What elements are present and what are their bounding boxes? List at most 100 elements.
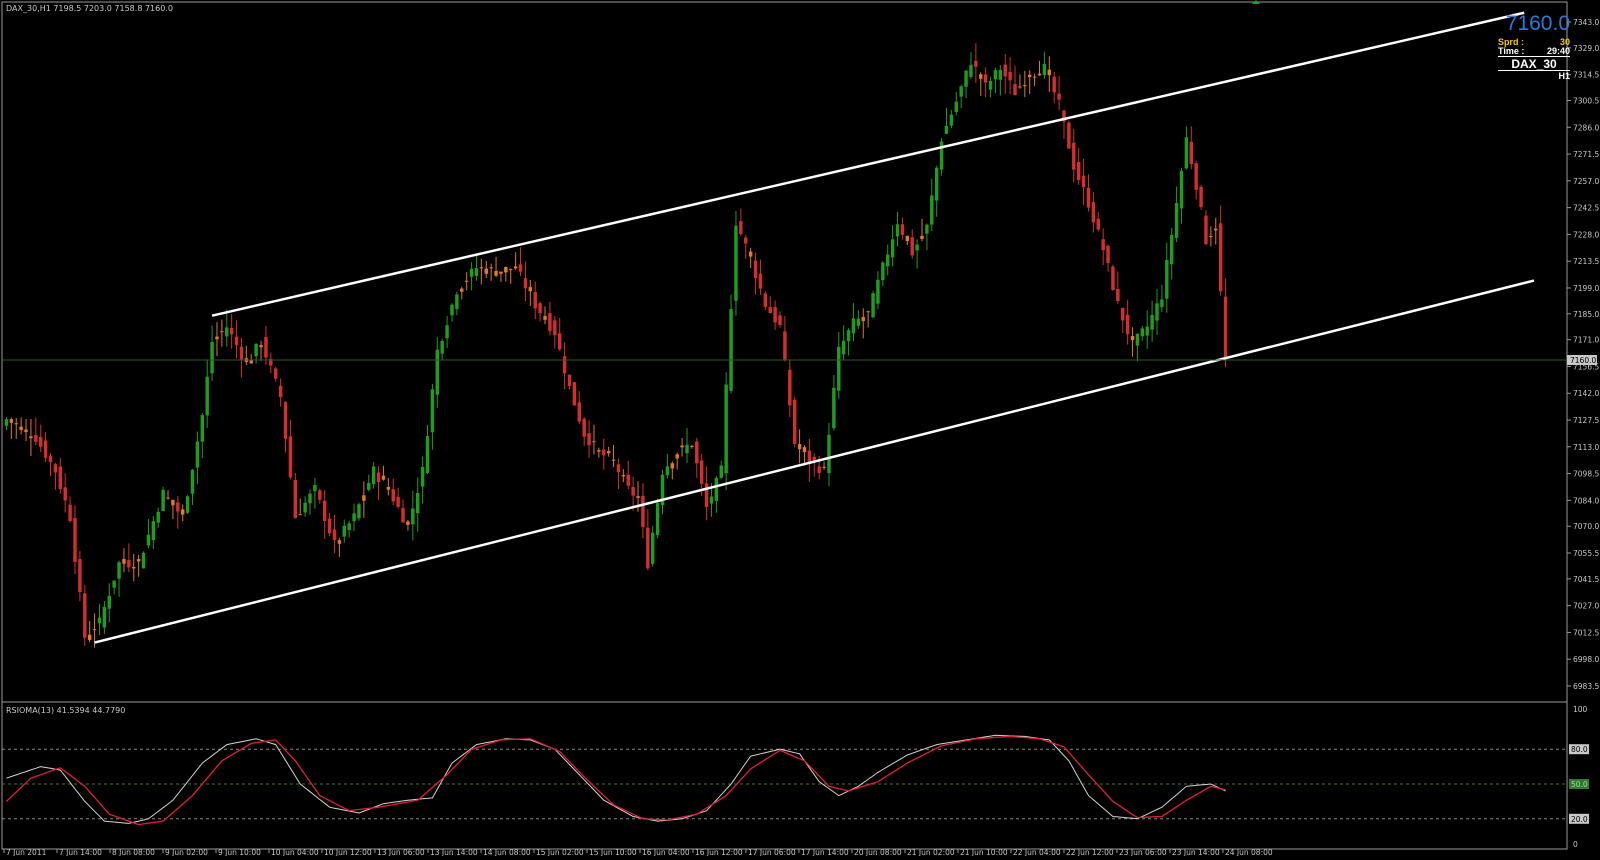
candle-body [748,251,753,257]
candle-body [577,402,581,422]
candle-body [543,316,547,320]
rsi-scale-max: 100 [1573,705,1588,714]
candle-body [866,311,870,313]
candle-body [1096,218,1100,230]
time-tick-label: 14 Jun 08:00 [483,848,531,856]
candle-body [278,385,283,398]
price-tick-label: 7329.0 [1573,44,1599,53]
candle-body [861,317,865,321]
candle-body [768,307,772,314]
candle-body [856,318,861,326]
candle-body [58,466,63,490]
candle-body [136,559,141,562]
candle-body [553,320,557,336]
candle-body [773,307,777,323]
trendline-upper-channel[interactable] [211,11,1525,317]
time-tick-label: 22 Jun 12:00 [1066,848,1114,856]
current-price-label: 7160.0 [1570,356,1596,365]
candle-body [724,384,728,474]
candle-body [195,441,200,468]
candle-body [832,387,836,429]
candle-body [1081,175,1086,188]
candle-body [376,472,381,482]
trendline-lower-channel[interactable] [94,279,1535,644]
price-tick-label: 7286.0 [1573,123,1599,132]
candle-body [68,504,72,522]
candle-body [200,415,205,442]
candle-body [988,80,993,90]
price-tick-label: 7012.5 [1573,628,1599,637]
rsi-layer: 80.0 50.0 20.0 100 0 [2,705,1589,849]
candle-body [939,141,944,170]
ticker-price: 7160.0 [1505,12,1570,35]
candle-body [1184,137,1189,169]
candle-body [1150,314,1154,330]
candle-body [264,337,268,358]
candle-body [29,436,33,439]
candle-body [895,224,900,237]
candle-body [523,278,528,289]
candle-body [430,389,435,433]
candle-body [641,495,645,528]
candle-body [557,333,562,350]
rsi-level-marker [1569,779,1589,789]
candle-body [24,429,28,433]
candle-body [9,419,14,423]
candle-body [513,266,518,269]
candle-body [851,318,856,334]
candle-body [386,486,391,490]
time-tick-label: 9 Jun 10:00 [218,848,261,856]
price-tick-label: 7271.5 [1573,150,1599,159]
candle-body [1199,186,1203,208]
candle-body [34,435,38,442]
candle-body [582,418,586,437]
rsi-level-marker [1569,744,1589,755]
candle-body [484,268,488,274]
candle-body [763,293,768,307]
candle-body [812,456,817,463]
candle-body [171,499,175,506]
candle-body [714,477,719,501]
candle-body [185,496,190,513]
candle-body [440,340,444,354]
candle-body [180,509,185,515]
candle-body [890,239,895,258]
price-tick-label: 7070.0 [1573,522,1599,531]
ticker-timeframe: H1 [1498,70,1570,81]
candle-body [631,487,635,496]
candle-body [166,497,170,499]
price-tick-label: 7228.0 [1573,230,1599,239]
price-tick-label: 7171.0 [1573,336,1599,345]
candle-body [1194,163,1198,190]
candle-body [1101,239,1105,251]
time-tick-label: 13 Jun 06:00 [377,848,425,856]
candle-body [817,466,821,474]
candle-body [660,474,665,506]
candle-body [415,492,420,514]
candle-body [1209,236,1213,238]
time-tick-label: 15 Jun 10:00 [589,848,637,856]
price-tick-label: 7098.5 [1573,470,1599,479]
candle-body [318,490,322,500]
candle-body [665,466,670,476]
time-tick-label: 24 Jun 08:00 [1225,848,1273,856]
candle-body [651,532,655,564]
candle-body [1218,223,1223,292]
candle-body [489,267,493,269]
price-tick-label: 6998.0 [1573,655,1599,664]
candle-body [739,221,743,235]
candle-body [1067,122,1071,149]
price-tick-label: 7257.0 [1573,177,1599,186]
candle-body [655,503,660,536]
candle-body [391,489,395,502]
candle-body [709,496,714,504]
candle-body [646,527,650,569]
candle-body [744,237,748,244]
candle-body [587,433,591,446]
candle-body [4,419,9,426]
candle-body [332,529,337,541]
candle-body [83,593,87,638]
trendlines-layer[interactable] [94,11,1535,644]
